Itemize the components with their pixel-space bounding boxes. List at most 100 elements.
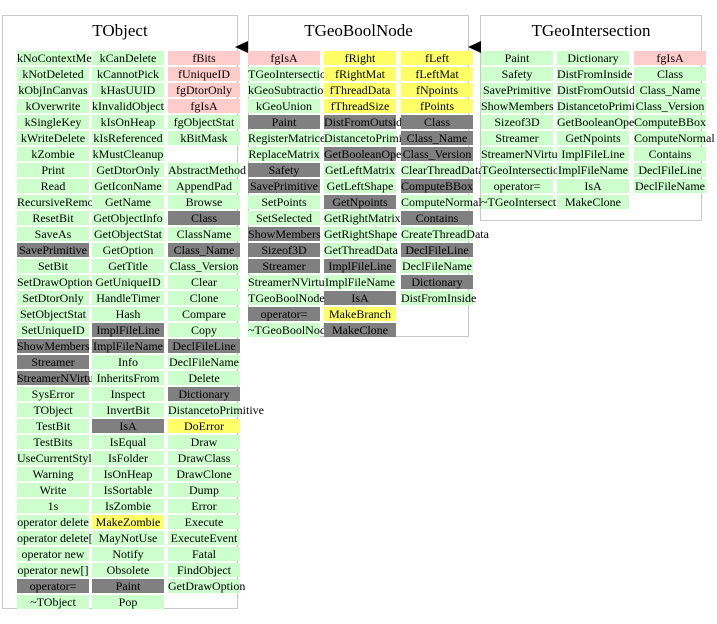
member-cell: Hash bbox=[92, 307, 164, 321]
member-cell: DistFromInside bbox=[401, 291, 477, 305]
member-cell: Class_Version bbox=[401, 147, 473, 161]
member-cell: AbstractMethod bbox=[168, 163, 246, 177]
member-cell: Class_Name bbox=[168, 243, 240, 257]
member-cell: ImplFileName bbox=[324, 275, 396, 289]
member-cell: DeclFileLine bbox=[401, 243, 473, 257]
member-cell: TGeoBoolNode bbox=[248, 291, 325, 305]
member-cell: DeclFileName bbox=[634, 179, 706, 193]
member-cell: ~TObject bbox=[17, 595, 89, 609]
member-cell: kNotDeleted bbox=[17, 67, 89, 81]
member-cell: operator new bbox=[17, 547, 89, 561]
member-cell: SavePrimitive bbox=[481, 83, 553, 97]
member-cell: IsA bbox=[557, 179, 629, 193]
member-cell: kGeoUnion bbox=[248, 99, 320, 113]
member-cell: GetUniqueID bbox=[92, 275, 164, 289]
member-cell: HandleTimer bbox=[92, 291, 164, 305]
member-cell: operator= bbox=[481, 179, 553, 193]
member-cell: 1s bbox=[17, 499, 89, 513]
member-cell: FindObject bbox=[168, 563, 240, 577]
member-cell: kIsOnHeap bbox=[92, 115, 164, 129]
member-cell: kIsReferenced bbox=[92, 131, 164, 145]
member-cell: ComputeNormal bbox=[634, 131, 715, 145]
member-cell: Print bbox=[17, 163, 89, 177]
member-cell: SysError bbox=[17, 387, 89, 401]
member-cell: CreateThreadData bbox=[401, 227, 489, 241]
member-cell: Obsolete bbox=[92, 563, 164, 577]
member-cell: DeclFileLine bbox=[168, 339, 240, 353]
member-cell: SetDtorOnly bbox=[17, 291, 89, 305]
member-cell: StreamerNVirtual bbox=[17, 371, 103, 385]
member-cell: operator= bbox=[248, 307, 320, 321]
member-cell: Read bbox=[17, 179, 89, 193]
member-cell: ComputeBBox bbox=[401, 179, 474, 193]
member-cell: IsFolder bbox=[92, 451, 164, 465]
member-cell: DeclFileName bbox=[401, 259, 473, 273]
member-cell: ImplFileLine bbox=[557, 147, 629, 161]
member-cell: ResetBit bbox=[17, 211, 89, 225]
member-cell: GetDtorOnly bbox=[92, 163, 164, 177]
member-cell: Streamer bbox=[17, 355, 89, 369]
member-cell: Clone bbox=[168, 291, 240, 305]
member-cell: kSingleKey bbox=[17, 115, 89, 129]
member-cell: fgDtorOnly bbox=[168, 83, 240, 97]
member-cell: ImplFileLine bbox=[324, 259, 396, 273]
member-cell: fLeft bbox=[401, 51, 473, 65]
member-cell: SaveAs bbox=[17, 227, 89, 241]
member-cell: ExecuteEvent bbox=[168, 531, 240, 545]
member-cell: SavePrimitive bbox=[248, 179, 320, 193]
member-cell: ReplaceMatrix bbox=[248, 147, 320, 161]
member-cell: Write bbox=[17, 483, 89, 497]
member-cell: MakeClone bbox=[557, 195, 629, 209]
member-cell: kOverwrite bbox=[17, 99, 89, 113]
member-cell: GetObjectStat bbox=[92, 227, 164, 241]
member-cell: RecursiveRemove bbox=[17, 195, 105, 209]
member-cell: DrawClass bbox=[168, 451, 240, 465]
member-cell: GetNpoints bbox=[557, 131, 629, 145]
member-cell: kObjInCanvas bbox=[17, 83, 89, 97]
member-cell: Sizeof3D bbox=[481, 115, 553, 129]
member-cell: Compare bbox=[168, 307, 240, 321]
member-cell: Dictionary bbox=[168, 387, 240, 401]
member-cell: fgObjectStat bbox=[168, 115, 240, 129]
member-cell: SetPoints bbox=[248, 195, 320, 209]
member-cell: DrawClone bbox=[168, 467, 240, 481]
member-cell: Warning bbox=[17, 467, 89, 481]
member-cell: kCanDelete bbox=[92, 51, 164, 65]
member-cell: AppendPad bbox=[168, 179, 240, 193]
member-cell: SetSelected bbox=[248, 211, 320, 225]
member-cell: Contains bbox=[634, 147, 706, 161]
member-cell: GetRightShape bbox=[324, 227, 398, 241]
member-cell: IsA bbox=[324, 291, 396, 305]
member-cell: Safety bbox=[481, 67, 553, 81]
member-cell: Contains bbox=[401, 211, 473, 225]
member-cell: SetBit bbox=[17, 259, 89, 273]
inheritance-arrow-head bbox=[235, 41, 248, 53]
member-cell: kWriteDelete bbox=[17, 131, 89, 145]
member-cell: Notify bbox=[92, 547, 164, 561]
member-cell: MakeClone bbox=[324, 323, 396, 337]
member-cell: Sizeof3D bbox=[248, 243, 320, 257]
member-cell: TestBit bbox=[17, 419, 89, 433]
member-cell: kMustCleanup bbox=[92, 147, 164, 161]
member-cell: Class_Version bbox=[634, 99, 706, 113]
member-cell: fgIsA bbox=[168, 99, 240, 113]
member-cell: MayNotUse bbox=[92, 531, 164, 545]
class-title-tgeoboolnode: TGeoBoolNode bbox=[304, 21, 413, 40]
member-cell: TObject bbox=[17, 403, 89, 417]
member-cell: UseCurrentStyle bbox=[17, 451, 97, 465]
member-cell: SavePrimitive bbox=[17, 243, 89, 257]
member-cell: SetObjectStat bbox=[17, 307, 89, 321]
member-cell: fThreadSize bbox=[324, 99, 396, 113]
member-cell: Info bbox=[92, 355, 164, 369]
member-cell: ShowMembers bbox=[248, 227, 321, 241]
member-cell: ClearThreadData bbox=[401, 163, 484, 177]
member-cell: Streamer bbox=[248, 259, 320, 273]
member-cell: Class bbox=[401, 115, 473, 129]
member-cell: IsZombie bbox=[92, 499, 164, 513]
member-cell: GetNpoints bbox=[324, 195, 396, 209]
member-cell: kHasUUID bbox=[92, 83, 164, 97]
member-cell: Safety bbox=[248, 163, 320, 177]
member-cell: DeclFileLine bbox=[634, 163, 706, 177]
member-cell: GetIconName bbox=[92, 179, 164, 193]
member-cell: SetUniqueID bbox=[17, 323, 89, 337]
